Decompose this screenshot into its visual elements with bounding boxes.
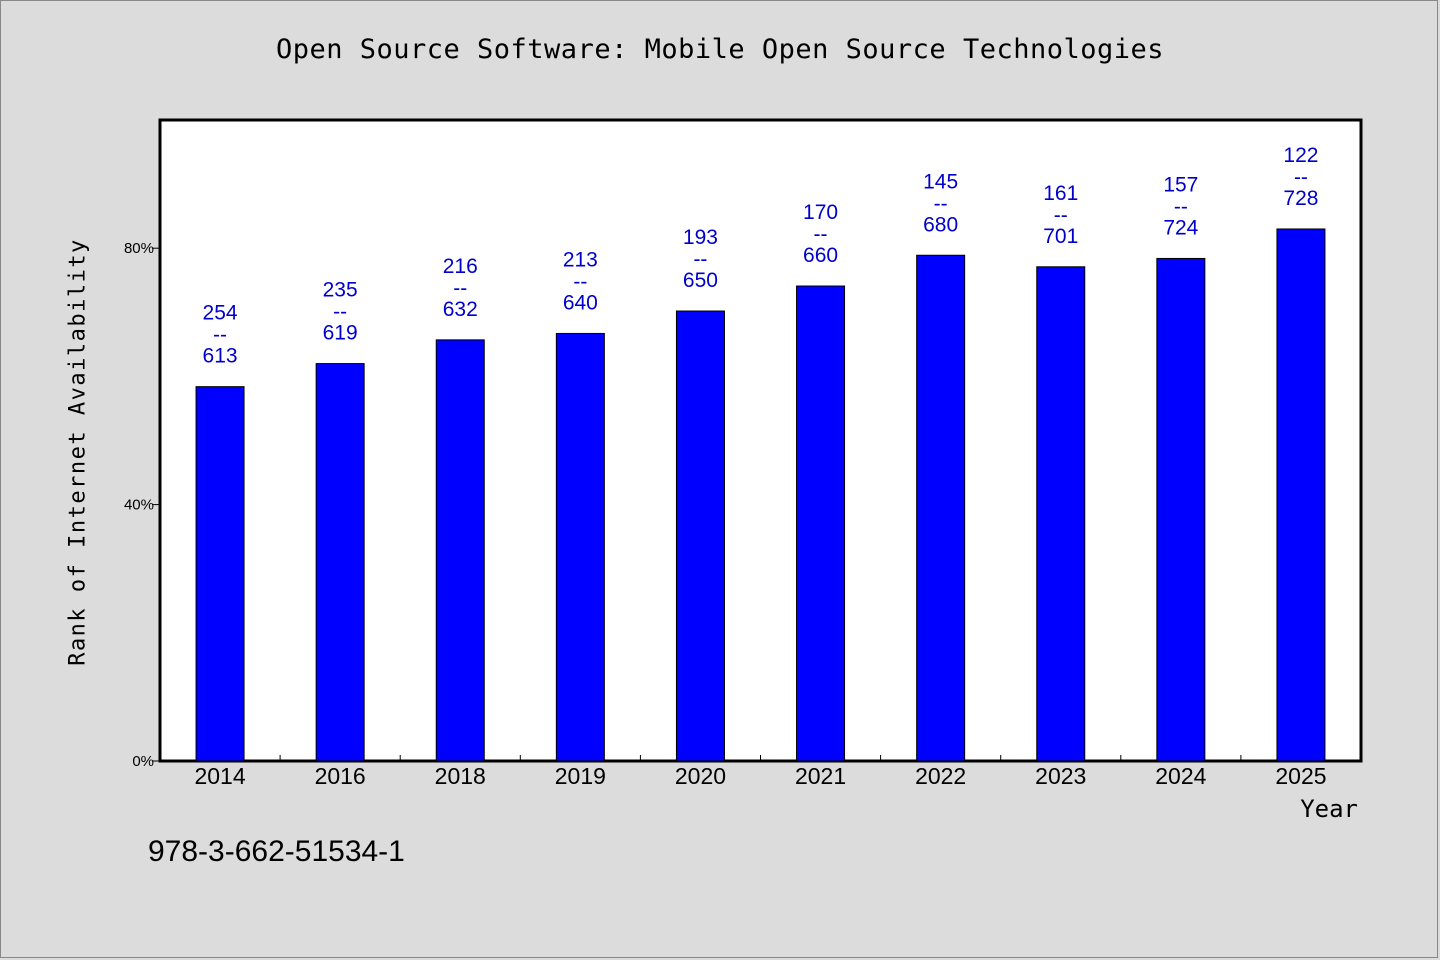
chart-title: Open Source Software: Mobile Open Source… [275, 34, 1165, 65]
y-tick-label: 40% [124, 497, 154, 514]
x-axis-label: Year [1300, 795, 1358, 823]
data-label-bottom: 613 [203, 345, 238, 368]
data-label-bottom: 660 [803, 244, 838, 267]
x-tick-label: 2024 [1155, 763, 1206, 789]
data-label-top: 145 [923, 170, 958, 193]
y-tick-label: 80% [124, 240, 154, 257]
bar [796, 285, 846, 762]
x-tick-label: 2014 [194, 763, 245, 789]
data-label-separator: -- [333, 301, 347, 324]
bar [435, 339, 485, 762]
data-label-top: 235 [323, 279, 358, 302]
y-tick-label: 0% [132, 753, 154, 770]
x-tick-label: 2016 [315, 763, 366, 789]
bar [1036, 266, 1086, 762]
data-label-separator: -- [1294, 166, 1308, 189]
bar [555, 332, 605, 762]
data-label-separator: -- [1174, 195, 1188, 218]
footer-id-text: 978-3-662-51534-1 [148, 835, 405, 868]
data-label-bottom: 640 [563, 291, 598, 314]
data-label-bottom: 680 [923, 213, 958, 236]
data-label-top: 254 [203, 302, 238, 325]
data-label-separator: -- [213, 324, 227, 347]
data-label-bottom: 632 [443, 298, 478, 321]
data-label-top: 161 [1043, 182, 1078, 205]
data-label-bottom: 724 [1163, 216, 1198, 239]
bar [675, 310, 725, 762]
data-label-bottom: 701 [1043, 225, 1078, 248]
x-tick-label: 2021 [795, 763, 846, 789]
data-label-separator: -- [1054, 204, 1068, 227]
x-tick-label: 2018 [435, 763, 486, 789]
data-label-top: 213 [563, 248, 598, 271]
data-label-top: 122 [1283, 144, 1318, 167]
data-label-separator: -- [453, 277, 467, 300]
data-label-top: 170 [803, 201, 838, 224]
data-label-separator: -- [814, 223, 828, 246]
x-tick-label: 2019 [555, 763, 606, 789]
data-label-bottom: 619 [323, 322, 358, 345]
x-tick-label: 2023 [1035, 763, 1086, 789]
bar [315, 363, 365, 762]
bar [1156, 257, 1206, 762]
data-label-top: 216 [443, 255, 478, 278]
data-label-separator: -- [934, 192, 948, 215]
data-label-top: 193 [683, 226, 718, 249]
x-tick-label: 2025 [1275, 763, 1326, 789]
x-tick-label: 2022 [915, 763, 966, 789]
data-label-separator: -- [573, 270, 587, 293]
data-label-separator: -- [693, 248, 707, 271]
bar [916, 254, 966, 762]
data-label-top: 157 [1163, 173, 1198, 196]
data-label-bottom: 650 [683, 269, 718, 292]
x-tick-label: 2020 [675, 763, 726, 789]
bar [195, 386, 245, 762]
bar [1276, 228, 1326, 762]
data-label-bottom: 728 [1283, 187, 1318, 210]
